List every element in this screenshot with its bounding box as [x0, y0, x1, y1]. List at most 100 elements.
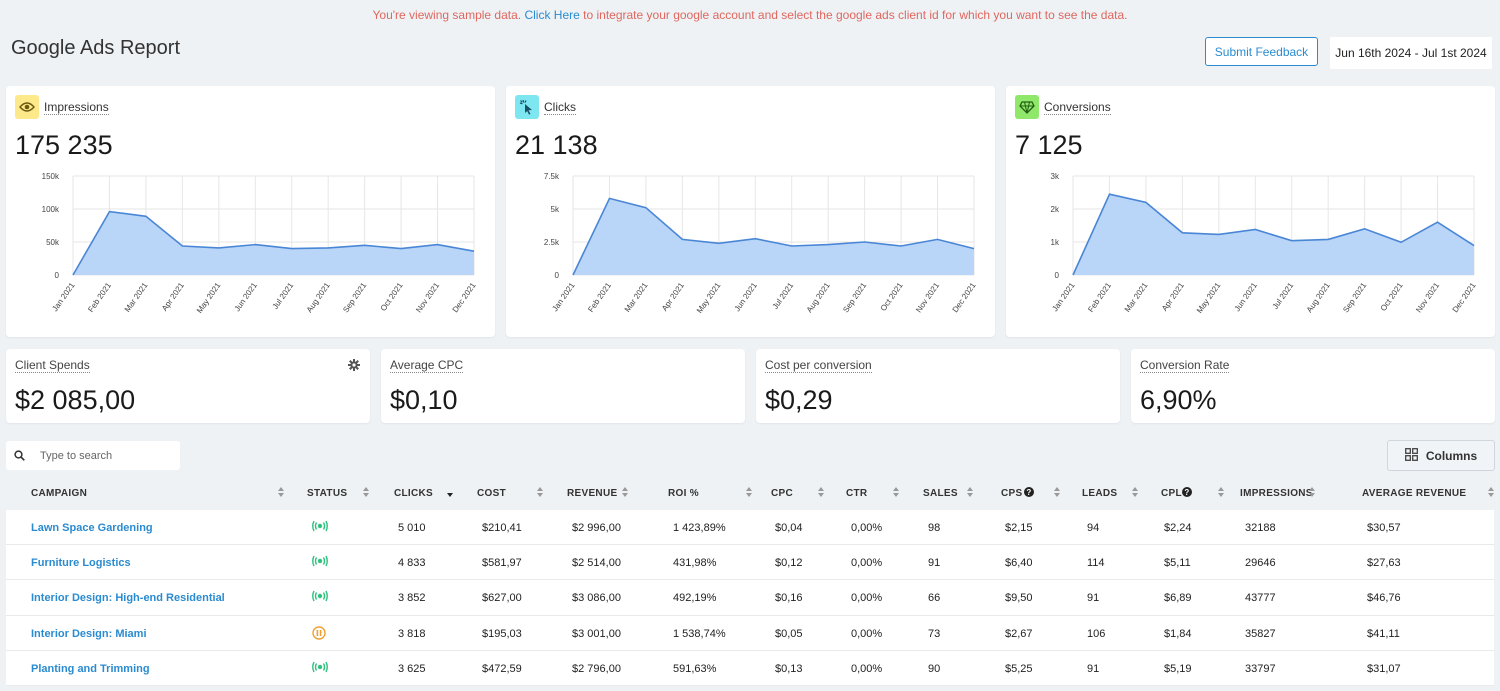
cursor-click-icon	[515, 95, 539, 119]
sort-icon[interactable]	[537, 487, 543, 498]
clicks-card: Clicks 21 138 0 2.5k 5k 7.5k Jan 2021 Feb 202…	[506, 86, 995, 337]
x-tick-label: Jun 2021	[1233, 281, 1260, 314]
cell-cpl: $2,24	[1164, 522, 1192, 534]
cell-cost: $195,03	[482, 627, 522, 640]
x-tick-label: Jul 2021	[771, 281, 796, 311]
cell-impressions: 35827	[1245, 627, 1276, 640]
column-header-revenue[interactable]: REVENUE	[567, 488, 618, 499]
sort-icon[interactable]	[967, 487, 973, 498]
column-header-roi[interactable]: ROI %	[668, 488, 699, 499]
active-status-icon[interactable]	[312, 520, 328, 535]
search-input[interactable]	[40, 449, 180, 462]
sort-icon[interactable]	[1054, 487, 1060, 498]
date-range-picker[interactable]: Jun 16th 2024 - Jul 1st 2024	[1330, 37, 1492, 69]
sort-icon[interactable]	[818, 487, 824, 498]
x-tick-label: Apr 2021	[660, 281, 686, 313]
active-status-icon[interactable]	[312, 555, 328, 570]
active-status-icon[interactable]	[312, 661, 328, 676]
column-header-avg-revenue[interactable]: AVERAGE REVENUE	[1362, 488, 1467, 499]
campaign-link[interactable]: Interior Design: Miami	[31, 627, 147, 640]
x-tick-label: Nov 2021	[1414, 281, 1441, 315]
svg-text:?: ?	[1026, 488, 1031, 497]
eye-icon	[15, 95, 39, 119]
column-header-cpc[interactable]: CPC	[771, 488, 794, 499]
campaign-link[interactable]: Furniture Logistics	[31, 557, 131, 570]
cell-leads: 91	[1087, 592, 1100, 605]
campaign-link[interactable]: Interior Design: High-end Residential	[31, 592, 225, 605]
sort-icon[interactable]	[1218, 487, 1224, 498]
cell-cpc: $0,12	[775, 557, 803, 570]
client-spends-card: Client Spends $2 085,00	[6, 349, 370, 423]
column-header-status[interactable]: STATUS	[307, 488, 348, 499]
paused-status-icon[interactable]	[312, 625, 326, 643]
help-icon[interactable]: ?	[1182, 487, 1192, 500]
y-tick-label: 2k	[1051, 205, 1060, 214]
click-here-link[interactable]: Click Here	[524, 8, 580, 22]
client-spends-value: $2 085,00	[15, 385, 136, 415]
cost-per-conversion-card: Cost per conversion $0,29	[756, 349, 1120, 423]
cell-avg-revenue: $31,07	[1367, 662, 1401, 675]
cell-clicks: 3 818	[398, 627, 426, 640]
campaigns-table: CAMPAIGN STATUS CLICKS COST REVENUE ROI % CPC C…	[6, 478, 1494, 686]
cell-sales: 66	[928, 592, 941, 605]
sort-icon[interactable]	[1309, 487, 1315, 498]
table-row: Interior Design: Miami 3 818 $195,03 $3 001…	[6, 615, 1494, 651]
x-tick-label: Oct 2021	[879, 281, 905, 313]
x-tick-label: Jul 2021	[1271, 281, 1296, 311]
cell-impressions: 29646	[1245, 557, 1276, 570]
sort-icon[interactable]	[622, 487, 628, 498]
conversions-chart: 0 1k 2k 3k Jan 2021 Feb 2021 Mar 2021 Apr 2021 M…	[1050, 172, 1478, 315]
x-tick-label: Jul 2021	[271, 281, 296, 311]
cell-cps: $5,25	[1005, 662, 1033, 675]
x-tick-label: Apr 2021	[1160, 281, 1186, 313]
active-status-icon[interactable]	[312, 590, 328, 605]
sort-icon[interactable]	[278, 487, 284, 498]
x-tick-label: Nov 2021	[914, 281, 941, 315]
help-icon[interactable]: ?	[1024, 487, 1034, 500]
cell-revenue: $3 086,00	[572, 592, 621, 605]
x-tick-label: May 2021	[1195, 281, 1223, 315]
sort-icon[interactable]	[1132, 487, 1138, 498]
clicks-value: 21 138	[515, 130, 598, 160]
sort-icon[interactable]	[1488, 487, 1494, 498]
series-line	[72, 210, 475, 276]
average-cpc-card: Average CPC $0,10	[381, 349, 745, 423]
column-header-leads[interactable]: LEADS	[1082, 488, 1118, 499]
campaign-link[interactable]: Planting and Trimming	[31, 662, 150, 675]
x-tick-label: Dec 2021	[451, 281, 478, 315]
column-header-cpl[interactable]: CPL	[1161, 488, 1182, 499]
column-header-ctr[interactable]: CTR	[846, 488, 868, 499]
cell-avg-revenue: $46,76	[1367, 592, 1401, 605]
column-header-sales[interactable]: SALES	[923, 488, 958, 499]
cell-leads: 114	[1087, 557, 1105, 570]
x-tick-label: Sep 2021	[841, 281, 868, 315]
cell-clicks: 5 010	[398, 522, 426, 534]
campaign-link[interactable]: Lawn Space Gardening	[31, 522, 153, 534]
x-tick-label: Feb 2021	[586, 281, 613, 314]
cost-per-conversion-value: $0,29	[765, 385, 833, 415]
cell-sales: 90	[928, 662, 941, 675]
table-header: CAMPAIGN STATUS CLICKS COST REVENUE ROI % CPC C…	[6, 478, 1494, 510]
cell-cpl: $6,89	[1164, 592, 1192, 605]
cell-cpc: $0,05	[775, 627, 803, 640]
client-spends-label: Client Spends	[15, 358, 90, 373]
impressions-chart: 0 50k 100k 150k Jan 2021 Feb 2021 Mar 2021 Apr …	[42, 172, 478, 315]
x-tick-label: Mar 2021	[1123, 281, 1150, 314]
x-tick-label: Feb 2021	[1086, 281, 1113, 314]
sort-icon[interactable]	[363, 487, 369, 498]
sort-desc-icon[interactable]	[447, 487, 453, 498]
column-header-impressions[interactable]: IMPRESSIONS	[1240, 488, 1313, 499]
gear-icon[interactable]	[348, 358, 360, 376]
column-header-cps[interactable]: CPS	[1001, 488, 1023, 499]
columns-button[interactable]: Columns	[1387, 440, 1495, 471]
cell-avg-revenue: $27,63	[1367, 557, 1401, 570]
average-cpc-label: Average CPC	[390, 358, 464, 373]
column-header-campaign[interactable]: CAMPAIGN	[31, 488, 88, 499]
column-header-clicks[interactable]: CLICKS	[394, 488, 434, 499]
submit-feedback-button[interactable]: Submit Feedback	[1205, 37, 1318, 66]
column-header-cost[interactable]: COST	[477, 488, 506, 499]
x-tick-label: Sep 2021	[341, 281, 368, 315]
y-tick-label: 0	[555, 271, 560, 280]
sort-icon[interactable]	[893, 487, 899, 498]
sort-icon[interactable]	[746, 487, 752, 498]
